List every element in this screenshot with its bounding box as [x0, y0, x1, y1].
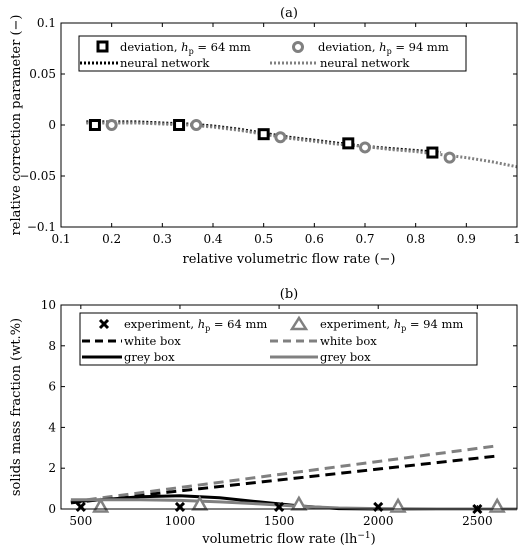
x-tick-label: 0.2	[102, 232, 121, 246]
panel-a-plot-series	[86, 119, 518, 169]
panel-a-xtick-labels: 0.1 0.2 0.3 0.4 0.5 0.6 0.7 0.8 0.9 1	[51, 232, 520, 246]
legend-a-deviation-64-marker	[96, 40, 109, 53]
panel-a-plot-frame	[60, 22, 518, 228]
panel-b-plot-frame	[60, 304, 518, 510]
y-tick-label: 0.1	[37, 16, 56, 30]
data-point-circle	[274, 131, 287, 144]
x-tick-label: 0.3	[153, 232, 172, 246]
x-tick-label: 1	[513, 232, 521, 246]
data-point-triangle	[290, 495, 308, 511]
x-tick-label: 1500	[264, 514, 295, 528]
x-tick-label: 0.6	[305, 232, 324, 246]
data-point-cross	[274, 501, 285, 513]
x-tick-label: 0.7	[355, 232, 374, 246]
x-tick-label: 2500	[462, 514, 493, 528]
data-point-cross	[75, 501, 86, 513]
x-tick-label: 500	[69, 514, 92, 528]
panel-b-x-axis-label: volumetric flow rate (lh−1)	[201, 531, 375, 547]
legend-a-deviation-64-label: deviation, hp = 64 mm	[120, 40, 251, 56]
legend-b-experiment-94-label: experiment, hp = 94 mm	[320, 317, 463, 333]
y-tick-label: 8	[48, 339, 56, 353]
x-tick-label: 1000	[165, 514, 196, 528]
data-point-cross	[373, 501, 384, 513]
data-point-square	[426, 146, 439, 159]
x-tick-label: 0.1	[51, 232, 70, 246]
panel-a-ytick-labels: −0.1 −0.05 0 0.05 0.1	[19, 16, 56, 234]
y-tick-label: 0.05	[29, 67, 56, 81]
panel-b-legend: experiment, hp = 64 mm white box grey bo…	[79, 312, 478, 366]
panel-b: (b) 500 1000 1500 2000 2500 0 2 4 6 8 10 volumetr…	[9, 287, 518, 547]
panel-b-y-axis-label: solids mass fraction (wt.%)	[9, 318, 24, 496]
y-tick-label: 0	[48, 502, 56, 516]
data-point-circle	[359, 141, 371, 154]
data-point-square	[88, 119, 101, 131]
data-point-circle	[190, 119, 203, 131]
panel-a-legend: deviation, hp = 64 mm neural network dev…	[78, 35, 467, 72]
data-point-square	[173, 119, 186, 131]
legend-b-whitebox-94-label: white box	[320, 334, 377, 348]
panel-b-title: (b)	[280, 287, 298, 302]
panel-b-plot-series	[70, 444, 517, 515]
panel-a-x-axis-label: relative volumetric flow rate (−)	[183, 252, 396, 267]
y-tick-label: −0.1	[27, 220, 56, 234]
y-tick-label: −0.05	[19, 169, 56, 183]
panel-a-title: (a)	[280, 6, 298, 21]
panel-a-y-axis-label: relative correction parameter (−)	[9, 15, 24, 236]
legend-b-greybox-94-label: grey box	[320, 350, 371, 364]
x-tick-label: 0.9	[457, 232, 476, 246]
legend-a-deviation-94-marker	[292, 41, 304, 53]
panel-b-ytick-labels: 0 2 4 6 8 10	[41, 298, 57, 516]
data-point-circle	[105, 119, 118, 131]
series-line-dashed-black	[70, 454, 498, 505]
legend-a-nn-94-label: neural network	[320, 56, 410, 70]
data-point-triangle	[488, 497, 506, 513]
legend-b-experiment-64-marker	[98, 318, 110, 330]
panel-b-xtick-labels: 500 1000 1500 2000 2500	[69, 514, 492, 528]
x-tick-label: 2000	[363, 514, 394, 528]
x-tick-label: 0.8	[406, 232, 425, 246]
data-point-square	[342, 137, 355, 150]
panel-a-legend-box	[78, 35, 467, 72]
y-tick-label: 4	[48, 420, 56, 434]
data-point-circle	[443, 151, 456, 164]
x-tick-label: 0.4	[203, 232, 222, 246]
data-point-triangle	[389, 497, 407, 513]
x-tick-label: 0.5	[254, 232, 273, 246]
y-tick-label: 2	[48, 461, 56, 475]
y-tick-label: 0	[48, 118, 56, 132]
data-point-triangle	[92, 497, 110, 513]
y-tick-label: 6	[48, 380, 56, 394]
data-point-square	[257, 128, 270, 141]
legend-a-deviation-94-label: deviation, hp = 94 mm	[318, 40, 449, 56]
legend-b-greybox-64-label: grey box	[124, 350, 175, 364]
legend-b-whitebox-64-label: white box	[124, 334, 181, 348]
legend-b-experiment-94-marker	[289, 315, 309, 331]
legend-a-nn-64-label: neural network	[120, 56, 210, 70]
legend-b-experiment-64-label: experiment, hp = 64 mm	[124, 317, 267, 333]
series-line-dashed-grey	[70, 444, 498, 504]
y-tick-label: 10	[41, 298, 56, 312]
panel-a: (a) 0.1 0.2 0.3 0.4 0.5 0.6 0.7 0.8 0.9 1 −0.1−0.…	[9, 6, 521, 267]
data-point-cross	[174, 501, 186, 513]
